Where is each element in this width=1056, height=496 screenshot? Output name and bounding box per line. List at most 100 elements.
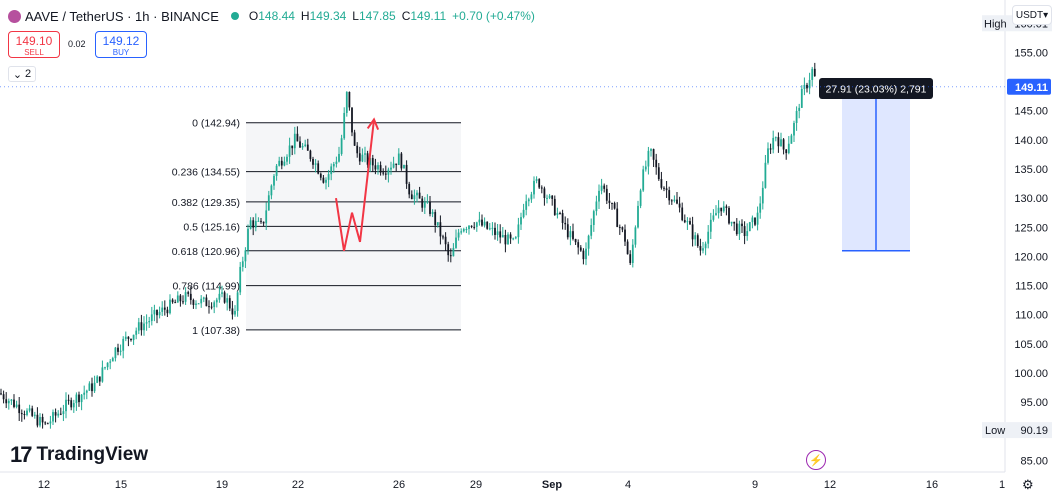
candle-body	[621, 227, 624, 230]
candle-body	[33, 414, 36, 416]
buy-button[interactable]: 149.12 BUY	[95, 31, 147, 58]
current-price-tag-label: 149.11	[1015, 82, 1048, 94]
candle-body	[197, 303, 200, 305]
aave-coin-icon	[8, 9, 21, 23]
candle-body	[124, 336, 127, 339]
low-marker-bg	[982, 422, 1052, 439]
candle-body	[221, 292, 223, 294]
candle-body	[501, 234, 504, 238]
buy-price: 149.12	[102, 34, 140, 48]
candle-body	[0, 393, 2, 395]
candle-body	[566, 224, 569, 238]
candle-body	[694, 235, 697, 240]
candle-body	[751, 217, 754, 223]
indicators-toggle-button[interactable]: ⌄ 2	[8, 66, 36, 82]
candle-body	[806, 84, 808, 89]
candle-body	[663, 187, 665, 189]
x-tick-label: 1	[999, 479, 1005, 491]
candle-body	[486, 221, 489, 229]
candle-body	[408, 183, 411, 195]
candle-body	[462, 229, 465, 232]
candle-body	[340, 138, 343, 154]
candle-body	[702, 248, 704, 251]
candle-body	[62, 411, 65, 415]
candle-body	[790, 135, 793, 144]
candle-body	[512, 238, 515, 240]
candle-body	[72, 403, 75, 408]
candle-body	[530, 194, 533, 200]
candle-body	[676, 199, 678, 204]
candle-body	[546, 197, 548, 199]
candle-body	[52, 412, 54, 422]
price-axis[interactable]: 85.0090.0095.00100.00105.00110.00115.001…	[982, 15, 1052, 467]
candle-body	[132, 334, 135, 341]
candle-body	[416, 192, 418, 196]
candlestick-series	[0, 62, 816, 429]
candle-body	[748, 222, 751, 232]
candle-body	[179, 295, 182, 302]
x-tick-label: 4	[625, 479, 631, 491]
candle-body	[104, 367, 106, 369]
candle-body	[572, 231, 574, 239]
candle-body	[275, 165, 278, 176]
candle-body	[88, 383, 91, 391]
candle-body	[395, 163, 398, 165]
candle-body	[741, 223, 743, 227]
candle-body	[111, 358, 114, 362]
candle-body	[520, 217, 522, 225]
price-range-label: 27.91 (23.03%) 2,791	[826, 84, 927, 96]
candle-body	[712, 215, 715, 220]
symbol-header: AAVE / TetherUS · 1h · BINANCE O148.44 H…	[8, 6, 535, 26]
candle-body	[764, 162, 767, 188]
sell-button[interactable]: 149.10 SELL	[8, 31, 60, 58]
candle-body	[361, 154, 364, 162]
candle-body	[577, 242, 580, 248]
settings-gear-icon[interactable]: ⚙	[1022, 477, 1034, 492]
candle-body	[499, 231, 502, 238]
candle-body	[80, 394, 83, 403]
candle-body	[314, 163, 317, 165]
candle-body	[23, 414, 26, 416]
symbol-title[interactable]: AAVE / TetherUS · 1h · BINANCE	[25, 8, 219, 24]
lightning-icon[interactable]: ⚡	[806, 450, 826, 470]
candle-body	[683, 220, 686, 223]
x-tick-label: 12	[38, 479, 50, 491]
candle-body	[291, 145, 294, 149]
time-axis[interactable]: 12 15 19 22 26 29 Sep 4 9 12 16 1	[38, 479, 1005, 491]
candle-body	[473, 226, 476, 228]
candle-body	[725, 206, 728, 208]
candle-body	[192, 299, 195, 305]
candle-body	[374, 165, 377, 170]
candle-body	[41, 416, 44, 423]
candle-body	[184, 292, 187, 302]
candle-body	[5, 399, 8, 404]
candle-body	[496, 231, 499, 235]
tradingview-logo[interactable]: 17 TradingView	[10, 442, 148, 468]
sell-label: SELL	[24, 48, 44, 57]
candle-body	[254, 220, 257, 228]
candle-body	[106, 362, 109, 368]
candle-body	[491, 227, 494, 229]
candle-body	[423, 201, 426, 208]
price-range-measure[interactable]: 27.91 (23.03%) 2,791	[819, 78, 933, 252]
candle-body	[327, 174, 330, 180]
candle-body	[93, 382, 96, 392]
candle-body	[195, 303, 197, 305]
candle-body	[312, 158, 314, 165]
x-tick-label: 15	[115, 479, 127, 491]
candle-body	[782, 139, 785, 150]
candle-body	[364, 153, 366, 155]
candle-body	[457, 232, 460, 238]
x-tick-label: 26	[393, 479, 405, 491]
candle-body	[49, 421, 52, 424]
candle-body	[366, 153, 369, 165]
candle-body	[504, 234, 507, 245]
candle-body	[548, 195, 551, 198]
currency-selector[interactable]: USDT ▾	[1012, 5, 1052, 25]
pattern-arrow[interactable]	[335, 117, 380, 252]
low-label: Low	[985, 425, 1005, 437]
candle-body	[210, 306, 213, 308]
candle-body	[722, 206, 725, 212]
candle-body	[299, 141, 301, 148]
